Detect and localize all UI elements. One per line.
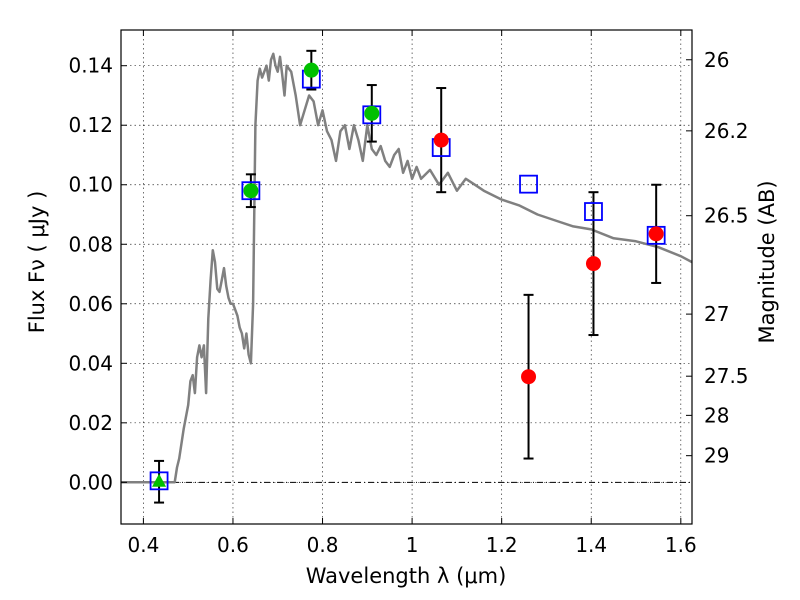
y-axis-ticks: 0.00 0.02 0.04 0.06 0.08 0.10 0.12 0.14 <box>68 54 127 494</box>
y-tick-label: 0.04 <box>68 351 113 375</box>
model-band-square <box>149 471 169 491</box>
upper-limit-triangle <box>152 473 167 487</box>
x-tick-label: 0.4 <box>127 533 159 557</box>
x-tick-label: 1.6 <box>665 533 697 557</box>
x-tick-label: 1.4 <box>575 533 607 557</box>
x-axis-ticks: 0.4 0.6 0.8 1 1.2 1.4 1.6 <box>127 30 697 557</box>
x-tick-label: 1 <box>406 533 419 557</box>
y-tick-label: 0.06 <box>68 292 113 316</box>
right-tick-label: 29 <box>704 444 729 468</box>
right-tick-label: 26.5 <box>704 204 749 228</box>
y-tick-label: 0.12 <box>68 113 113 137</box>
y-tick-label: 0.14 <box>68 54 113 78</box>
y-axis-title: Flux Fν ( μJy ) <box>25 191 49 334</box>
data-markers <box>149 62 666 491</box>
x-tick-label: 0.8 <box>307 533 339 557</box>
model-band-square <box>584 202 603 221</box>
x-tick-label: 1.2 <box>486 533 518 557</box>
x-tick-label: 0.6 <box>217 533 249 557</box>
y-tick-label: 0.08 <box>68 232 113 256</box>
right-axis-title: Magnitude (AB) <box>755 180 779 343</box>
flux-point <box>648 226 664 242</box>
y-tick-label: 0.02 <box>68 411 113 435</box>
right-tick-label: 26 <box>704 48 729 72</box>
plot-area <box>121 52 693 484</box>
flux-point <box>521 369 537 385</box>
flux-point <box>243 183 259 199</box>
right-tick-label: 27 <box>704 302 729 326</box>
y-tick-label: 0.00 <box>68 470 113 494</box>
model-band-square <box>519 174 538 194</box>
flux-point <box>303 62 319 78</box>
flux-point <box>433 132 449 148</box>
right-tick-label: 26.2 <box>704 119 749 143</box>
x-axis-title: Wavelength λ (μm) <box>306 564 507 588</box>
right-tick-label: 28 <box>704 403 729 427</box>
plot-frame <box>120 29 693 525</box>
y-tick-label: 0.10 <box>68 173 113 197</box>
right-axis-ticks: 26 26.2 26.5 27 27.5 28 29 <box>686 48 749 468</box>
right-tick-label: 27.5 <box>704 364 749 388</box>
flux-point <box>364 105 380 121</box>
model-spectrum-line <box>121 52 693 484</box>
model-band-square <box>241 181 261 201</box>
flux-point <box>585 256 601 272</box>
